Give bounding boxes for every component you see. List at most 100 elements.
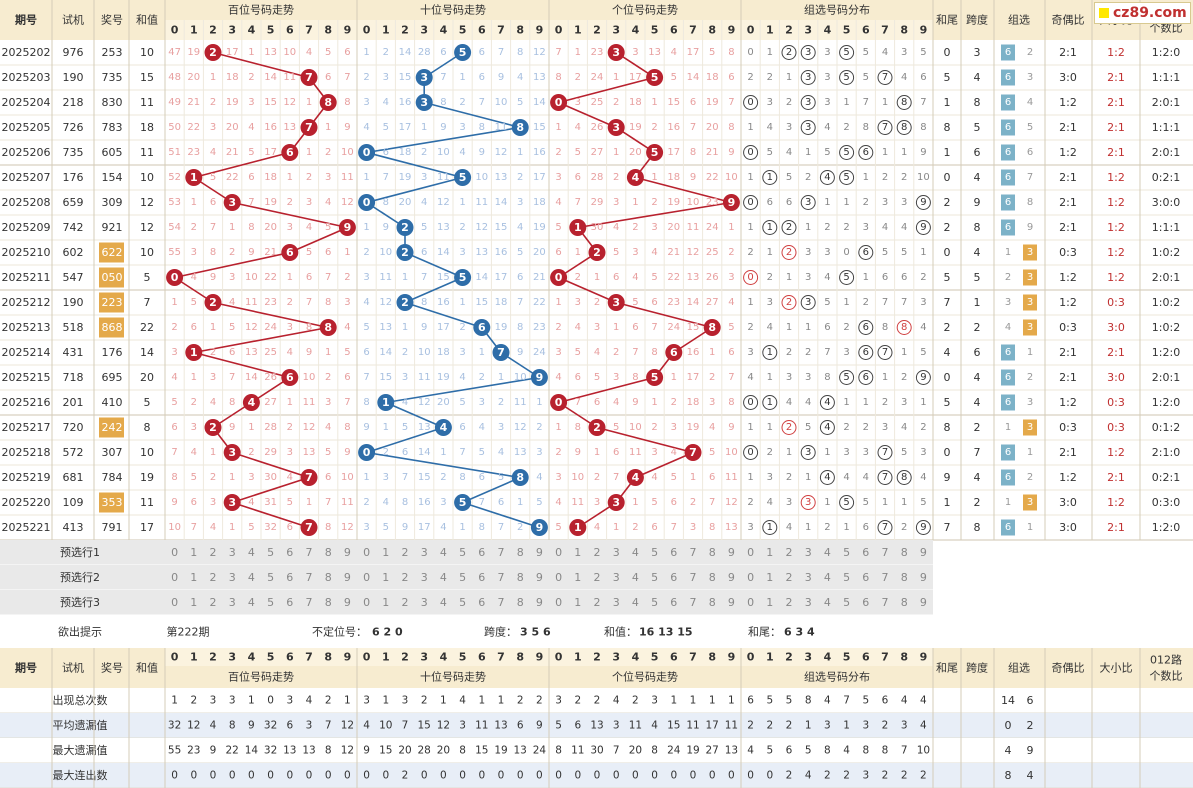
miss-u: 1 — [575, 47, 581, 58]
big-small-cell: 2:1 — [1107, 471, 1125, 484]
stats-value-te: 10 — [379, 720, 392, 732]
miss-h: 10 — [341, 472, 354, 483]
group-hit-num: 0 — [747, 197, 753, 208]
preselect-digit: 4 — [248, 571, 255, 584]
bottom-digit-te-4: 4 — [440, 651, 448, 664]
trial-cell: 735 — [63, 146, 84, 159]
preselect-digit: 1 — [766, 546, 773, 559]
tail-cell: 5 — [944, 396, 951, 409]
miss-u: 7 — [555, 47, 561, 58]
hint-span-label: 跨度： — [484, 625, 517, 639]
group-type-bg — [1001, 94, 1015, 111]
miss-h: 5 — [325, 222, 331, 233]
miss-u: 3 — [555, 347, 561, 358]
group-hit-num: 9 — [920, 372, 926, 383]
group-hit-circle — [781, 220, 797, 235]
stats-value-u: 8 — [651, 745, 658, 757]
odd-even-cell: 1:2 — [1059, 296, 1077, 309]
ball-num-h: 6 — [286, 146, 294, 159]
miss-te: 6 — [498, 497, 504, 508]
sum-cell: 7 — [144, 296, 151, 309]
miss-h: 1 — [210, 322, 216, 333]
header-digit-te-8: 8 — [516, 24, 524, 37]
miss-h: 28 — [264, 422, 277, 433]
header-period: 期号 — [15, 13, 37, 27]
miss-te: 5 — [402, 422, 408, 433]
miss-u: 2 — [651, 422, 657, 433]
stats-value-u: 0 — [728, 770, 735, 782]
miss-h: 12 — [303, 422, 316, 433]
miss-te: 1 — [363, 472, 369, 483]
miss-u: 1 — [575, 247, 581, 258]
preselect-bg — [0, 540, 933, 565]
stats-value-g: 5 — [766, 695, 773, 707]
group-hit-circle — [877, 470, 893, 485]
group-miss: 2 — [747, 72, 753, 83]
miss-h: 9 — [248, 247, 254, 258]
miss-te: 2 — [363, 497, 369, 508]
header-digit-u-9: 9 — [728, 24, 736, 37]
header-digit-u-4: 4 — [632, 24, 640, 37]
miss-u: 6 — [709, 472, 715, 483]
miss-h: 23 — [264, 297, 277, 308]
miss-h: 2 — [210, 472, 216, 483]
header-digit-u-8: 8 — [708, 24, 716, 37]
miss-te: 1 — [440, 447, 446, 458]
hint-uncertain-label: 不定位号： — [312, 625, 367, 639]
site-logo[interactable]: cz89.com — [1094, 2, 1191, 24]
miss-h: 7 — [344, 397, 350, 408]
tail-cell: 1 — [944, 496, 951, 509]
miss-h: 5 — [248, 147, 254, 158]
miss-u: 19 — [667, 197, 680, 208]
group-miss: 1 — [824, 497, 830, 508]
miss-te: 11 — [514, 397, 527, 408]
preselect-digit: 6 — [670, 571, 677, 584]
miss-h: 1 — [191, 197, 197, 208]
miss-h: 1 — [306, 497, 312, 508]
miss-te: 17 — [399, 122, 412, 133]
miss-h: 29 — [264, 447, 277, 458]
miss-te: 8 — [363, 397, 369, 408]
miss-u: 14 — [687, 297, 700, 308]
stats-group-3: 6 — [1027, 694, 1034, 707]
miss-h: 3 — [325, 397, 331, 408]
miss-h: 2 — [210, 97, 216, 108]
miss-te: 22 — [533, 297, 546, 308]
group-miss: 3 — [767, 297, 773, 308]
miss-te: 4 — [498, 447, 504, 458]
span-cell: 8 — [974, 221, 981, 234]
bottom-digit-g-1: 1 — [766, 651, 774, 664]
miss-te: 3 — [363, 522, 369, 533]
preselect-digit: 8 — [517, 596, 524, 609]
group-type-miss: 1 — [1005, 497, 1011, 508]
group-miss: 1 — [863, 172, 869, 183]
miss-te: 6 — [479, 472, 485, 483]
stats-value-te: 7 — [402, 720, 409, 732]
group-hit-circle — [915, 195, 931, 210]
header-digit-h-7: 7 — [305, 24, 313, 37]
miss-u: 23 — [706, 197, 719, 208]
ball-h — [300, 69, 318, 86]
trend-line-te-10 — [404, 301, 483, 329]
miss-u: 2 — [575, 272, 581, 283]
preselect-digit: 1 — [766, 596, 773, 609]
ball-u — [626, 169, 644, 186]
stats-value-g: 3 — [862, 720, 869, 732]
big-small-cell: 2:1 — [1107, 146, 1125, 159]
bottom-digit-h-3: 3 — [228, 651, 236, 664]
stats-value-te: 24 — [533, 745, 547, 757]
preselect-digit: 8 — [325, 571, 332, 584]
header-digit-te-2: 2 — [401, 24, 409, 37]
stats-value-g: 7 — [843, 695, 850, 707]
bottom-header-route012-a: 012路 — [1150, 654, 1182, 667]
ball-u — [626, 469, 644, 486]
ball-h — [281, 144, 299, 161]
odd-even-cell: 1:2 — [1059, 471, 1077, 484]
ball-te — [454, 269, 472, 286]
ball-num-te: 0 — [363, 196, 371, 209]
group-hit-circle — [800, 95, 816, 110]
prize-cell: 791 — [102, 521, 123, 534]
bottom-digit-h-9: 9 — [344, 651, 352, 664]
miss-te: 19 — [437, 372, 450, 383]
route012-cell: 2:0:1 — [1152, 96, 1180, 109]
